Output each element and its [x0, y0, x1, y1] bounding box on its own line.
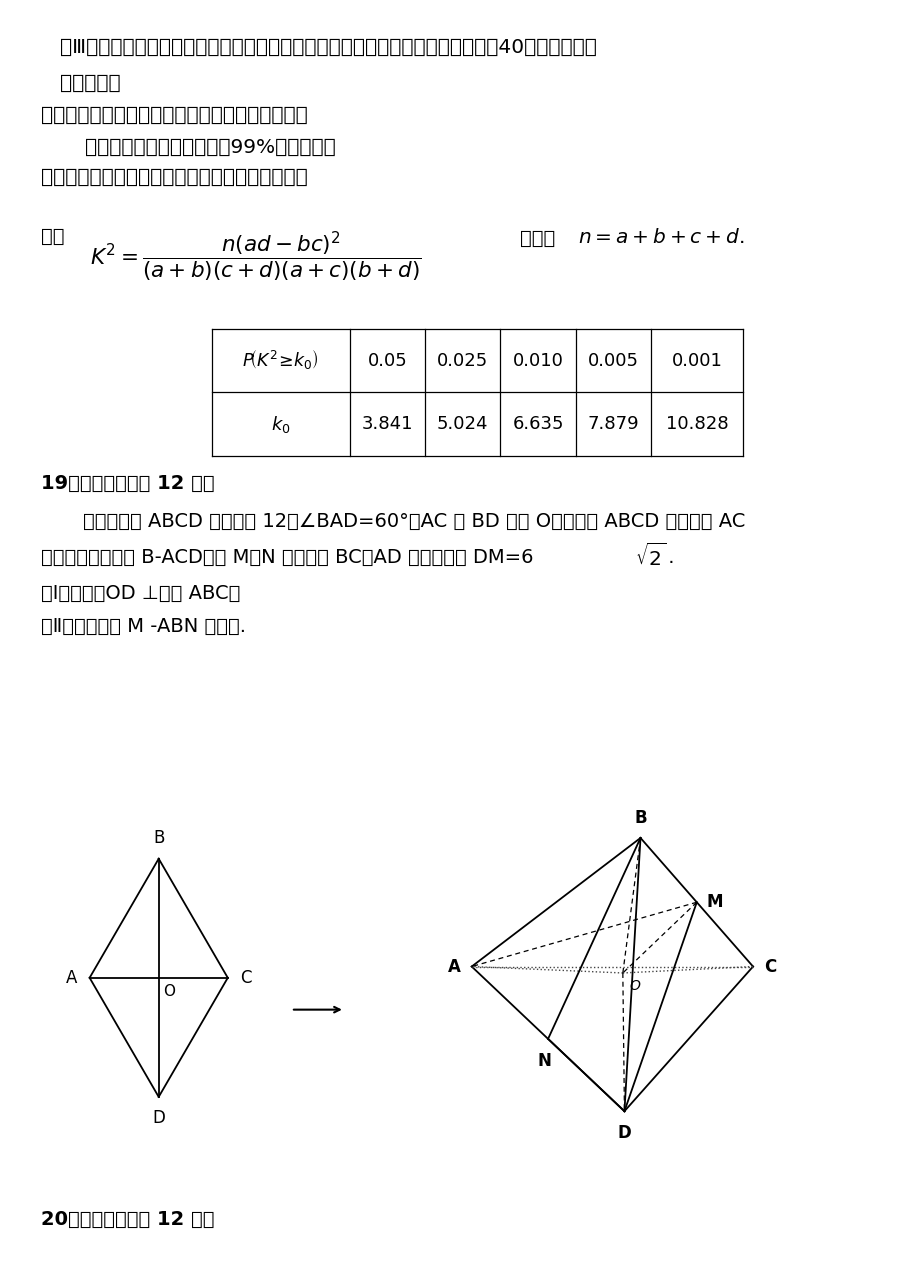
Text: O: O [629, 980, 640, 994]
Text: A: A [66, 968, 77, 987]
Text: 该位员工是否喜欢阅读国学类书籍和性别有关系？: 该位员工是否喜欢阅读国学类书籍和性别有关系？ [41, 168, 308, 187]
Text: C: C [764, 958, 776, 976]
Text: $\sqrt{2}$: $\sqrt{2}$ [634, 543, 665, 569]
Text: 19．（本小题满分 12 分）: 19．（本小题满分 12 分） [41, 474, 215, 493]
Text: B: B [153, 829, 165, 847]
Text: 0.010: 0.010 [512, 352, 563, 369]
Text: 附：: 附： [41, 227, 65, 246]
Text: （Ⅰ）求证：OD ⊥平面 ABC；: （Ⅰ）求证：OD ⊥平面 ABC； [41, 583, 241, 603]
Text: 6.635: 6.635 [512, 415, 563, 433]
Text: 读国学类书: 读国学类书 [60, 74, 120, 93]
Text: O: O [164, 984, 176, 999]
Text: C: C [240, 968, 251, 987]
Text: D: D [617, 1124, 630, 1142]
Text: 0.05: 0.05 [367, 352, 407, 369]
Text: $P\!\left(K^{2}\!\geq\!k_{0}\right)$: $P\!\left(K^{2}\!\geq\!k_{0}\right)$ [242, 349, 319, 372]
Text: （Ⅲ）为了估计该单位员工的阅读倾向，现对该单位所有员工中按性别比例抽查的40人是否喜欢阅: （Ⅲ）为了估计该单位员工的阅读倾向，现对该单位所有员工中按性别比例抽查的40人是… [60, 38, 596, 57]
Text: （Ⅱ）求三棱锥 M -ABN 的体积.: （Ⅱ）求三棱锥 M -ABN 的体积. [41, 617, 246, 636]
Text: 20．（本小题满分 12 分）: 20．（本小题满分 12 分） [41, 1210, 215, 1229]
Text: ，其中: ，其中 [519, 229, 554, 248]
Text: B: B [633, 809, 646, 827]
Text: $K^{2}=\dfrac{n\left(ad-bc\right)^{2}}{\left(a+b\right)\left(c+d\right)\left(a+c: $K^{2}=\dfrac{n\left(ad-bc\right)^{2}}{\… [90, 229, 421, 283]
Text: $n=a+b+c+d$.: $n=a+b+c+d$. [577, 228, 743, 247]
Text: 折起，得到三棱锥 B-ACD，点 M，N 分别是棱 BC，AD 的中点，且 DM=6: 折起，得到三棱锥 B-ACD，点 M，N 分别是棱 BC，AD 的中点，且 DM… [41, 548, 533, 567]
Text: 10.828: 10.828 [665, 415, 728, 433]
Text: N: N [538, 1052, 551, 1070]
Text: 5.024: 5.024 [437, 415, 488, 433]
Text: 根据表中数据，我们能否朁99%的把握认为: 根据表中数据，我们能否朁99%的把握认为 [85, 138, 335, 157]
Text: 0.001: 0.001 [671, 352, 722, 369]
Text: .: . [662, 548, 675, 567]
Text: 3.841: 3.841 [361, 415, 413, 433]
Text: 0.005: 0.005 [587, 352, 639, 369]
Text: 籍进行了调查，调查结果如下所示：（单位：人）: 籍进行了调查，调查结果如下所示：（单位：人） [41, 106, 308, 125]
Text: D: D [153, 1108, 165, 1126]
Text: 7.879: 7.879 [587, 415, 639, 433]
Text: 如图，菱形 ABCD 的边长为 12，∠BAD=60°，AC 交 BD 于点 O．将菱形 ABCD 沿对角线 AC: 如图，菱形 ABCD 的边长为 12，∠BAD=60°，AC 交 BD 于点 O… [83, 512, 744, 531]
Text: $k_{0}$: $k_{0}$ [270, 414, 290, 434]
Text: M: M [706, 893, 722, 911]
Text: A: A [448, 958, 460, 976]
Text: 0.025: 0.025 [437, 352, 488, 369]
